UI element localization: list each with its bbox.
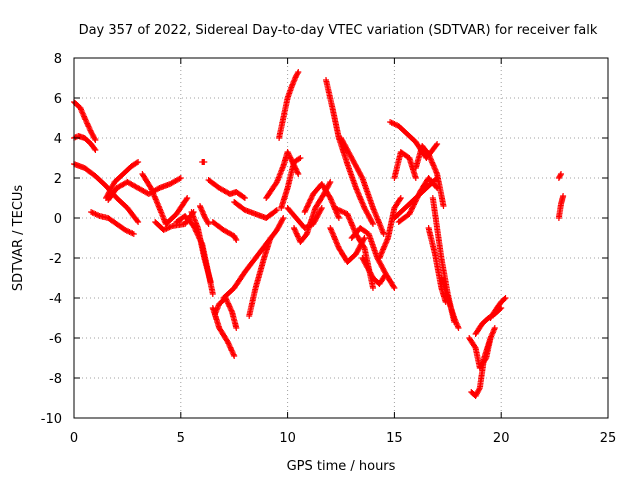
y-tick-label: 2 [54, 172, 62, 187]
x-tick-label: 10 [279, 431, 296, 446]
y-tick-label: 6 [54, 92, 62, 107]
y-tick-label: -10 [41, 412, 62, 427]
y-tick-label: -4 [49, 292, 62, 307]
x-axis-label: GPS time / hours [287, 459, 396, 474]
x-tick-labels: 0 5 10 15 20 25 [70, 431, 616, 446]
y-tick-label: -6 [49, 332, 62, 347]
chart-title: Day 357 of 2022, Sidereal Day-to-day VTE… [79, 23, 598, 38]
x-tick-label: 15 [386, 431, 403, 446]
y-tick-label: 4 [54, 132, 62, 147]
y-axis-label: SDTVAR / TECUs [11, 185, 26, 292]
x-tick-label: 0 [70, 431, 78, 446]
y-tick-labels: -10 -8 -6 -4 -2 0 2 4 6 8 [41, 52, 62, 427]
plot-area [74, 58, 608, 418]
y-tick-label: -2 [49, 252, 62, 267]
x-tick-label: 5 [177, 431, 185, 446]
grid [74, 58, 608, 418]
y-tick-label: 8 [54, 52, 62, 67]
x-tick-label: 25 [600, 431, 617, 446]
x-tick-label: 20 [493, 431, 510, 446]
y-tick-label: -8 [49, 372, 62, 387]
plot-border [73, 57, 609, 419]
y-tick-label: 0 [54, 212, 62, 227]
